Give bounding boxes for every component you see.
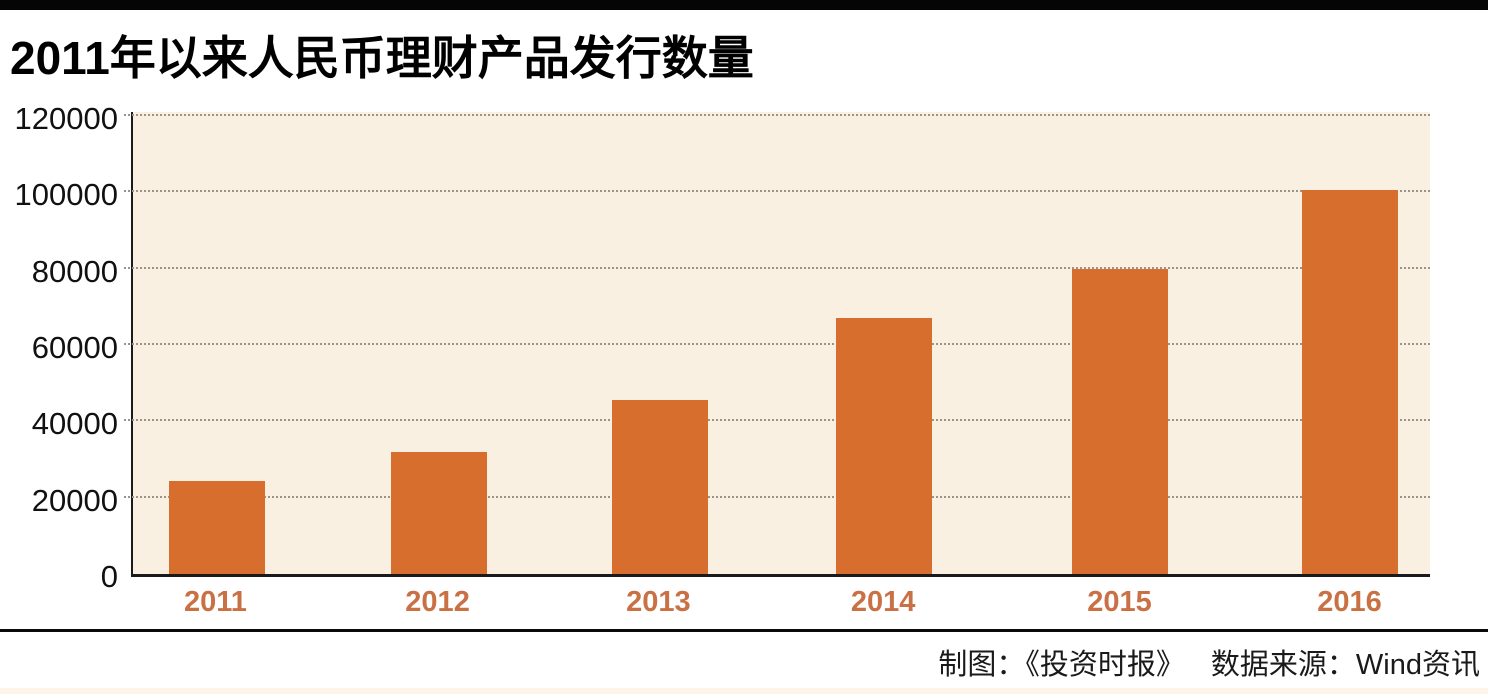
bar-2011 [169,480,266,574]
bottom-cream-strip [0,688,1488,694]
y-tick-label-80000: 80000 [31,253,118,289]
x-tick-label-2016: 2016 [1317,586,1382,618]
footer-credits: 制图：《投资时报》 数据来源：Wind资讯 [0,641,1480,683]
top-black-bar [0,0,1488,10]
x-tick-label-2015: 2015 [1087,586,1152,618]
y-tick-label-0: 0 [100,559,118,594]
bar-2016 [1301,190,1398,574]
x-tick-label-2011: 2011 [183,586,247,618]
gridline-60000 [124,343,1430,345]
chart-title: 2011年以来人民币理财产品发行数量 [10,32,754,84]
gridline-40000 [124,419,1430,422]
gridline-20000 [124,495,1430,498]
x-axis-labels: 2011 2012 2013 2014 2015 2016 [131,586,1430,626]
y-tick-label-60000: 60000 [31,330,118,365]
plot-scale [124,114,1430,574]
gridline-100000 [124,190,1430,193]
footer-divider-line [0,629,1488,632]
bar-2015 [1072,268,1169,574]
y-tick-label-40000: 40000 [31,406,118,442]
footer-source-text: 数据来源：Wind资讯 [1210,649,1480,681]
gridline-80000 [124,266,1430,269]
bar-2012 [391,451,488,574]
x-tick-label-2012: 2012 [405,586,470,618]
x-tick-label-2013: 2013 [626,586,691,618]
y-axis-labels: 0 20000 40000 60000 80000 100000 120000 [0,101,118,594]
y-tick-label-120000: 120000 [14,101,118,136]
bar-2013 [611,400,708,574]
gridline-120000 [124,114,1430,116]
x-tick-label-2014: 2014 [850,586,916,618]
bar-2014 [835,318,932,574]
plot-area [124,112,1430,577]
footer-credit-text: 制图：《投资时报》 [938,649,1185,681]
y-tick-label-100000: 100000 [14,177,118,213]
y-tick-label-20000: 20000 [31,482,118,518]
